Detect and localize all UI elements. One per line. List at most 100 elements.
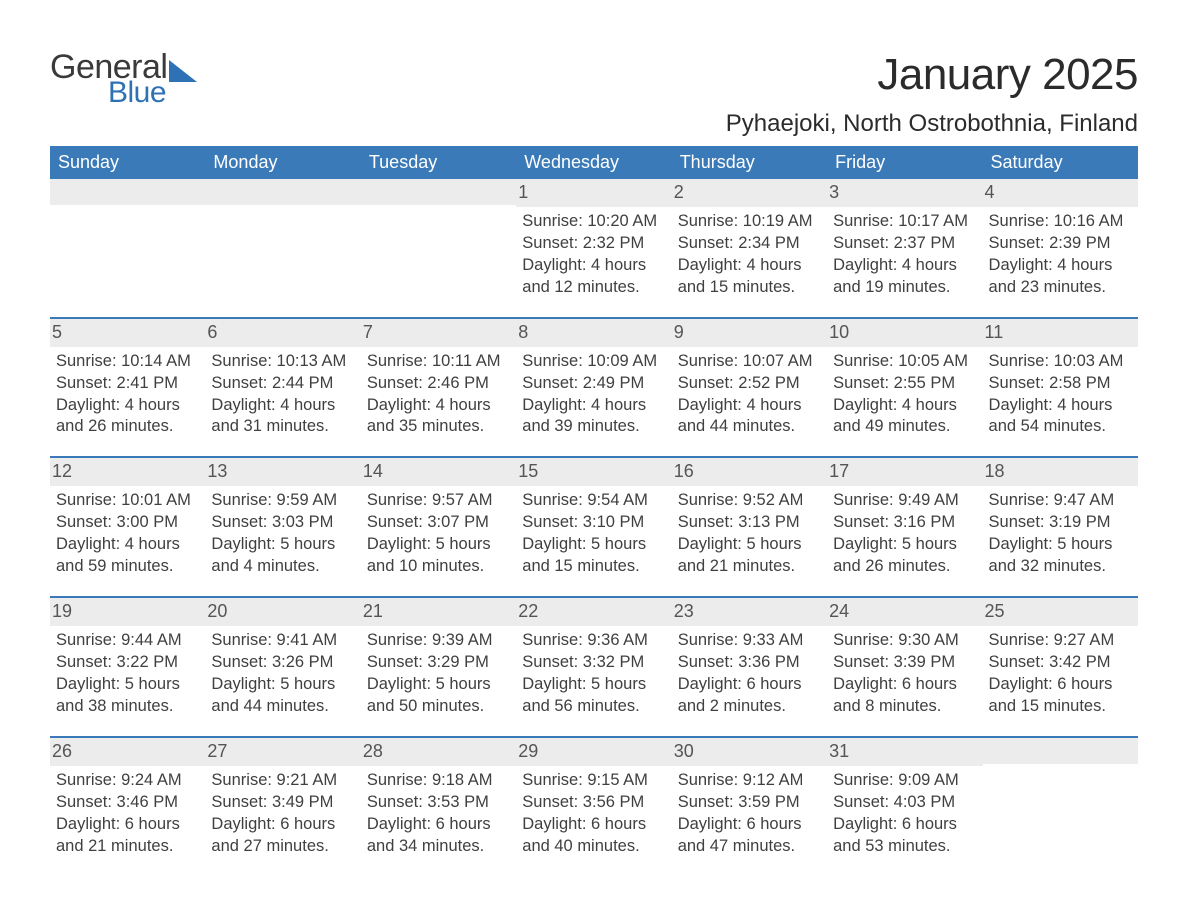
day-sunset: Sunset: 3:07 PM — [367, 512, 510, 534]
day-cell: 10Sunrise: 10:05 AMSunset: 2:55 PMDaylig… — [827, 318, 982, 458]
day-dl2: and 40 minutes. — [522, 836, 665, 858]
day-sunset: Sunset: 3:13 PM — [678, 512, 821, 534]
day-cell: 24Sunrise: 9:30 AMSunset: 3:39 PMDayligh… — [827, 597, 982, 737]
day-cell: 6Sunrise: 10:13 AMSunset: 2:44 PMDayligh… — [205, 318, 360, 458]
calendar-table: Sunday Monday Tuesday Wednesday Thursday… — [50, 146, 1138, 875]
day-number: 11 — [983, 319, 1138, 347]
week-row: 19Sunrise: 9:44 AMSunset: 3:22 PMDayligh… — [50, 597, 1138, 737]
week-row: 12Sunrise: 10:01 AMSunset: 3:00 PMDaylig… — [50, 457, 1138, 597]
day-sunrise: Sunrise: 9:24 AM — [56, 770, 199, 792]
brand-logo: General Blue — [50, 50, 197, 108]
day-number: 23 — [672, 598, 827, 626]
day-cell — [50, 179, 205, 318]
day-number: 12 — [50, 458, 205, 486]
day-header: Tuesday — [361, 146, 516, 179]
day-dl2: and 23 minutes. — [989, 277, 1132, 299]
day-sunset: Sunset: 2:41 PM — [56, 373, 199, 395]
day-dl1: Daylight: 5 hours — [211, 534, 354, 556]
day-dl1: Daylight: 6 hours — [833, 814, 976, 836]
day-dl2: and 44 minutes. — [678, 416, 821, 438]
day-sunrise: Sunrise: 10:11 AM — [367, 351, 510, 373]
day-number: 14 — [361, 458, 516, 486]
day-sunrise: Sunrise: 10:03 AM — [989, 351, 1132, 373]
day-dl2: and 44 minutes. — [211, 696, 354, 718]
day-dl2: and 49 minutes. — [833, 416, 976, 438]
day-sunrise: Sunrise: 9:44 AM — [56, 630, 199, 652]
day-cell: 20Sunrise: 9:41 AMSunset: 3:26 PMDayligh… — [205, 597, 360, 737]
day-dl1: Daylight: 5 hours — [56, 674, 199, 696]
day-dl1: Daylight: 5 hours — [367, 674, 510, 696]
day-sunrise: Sunrise: 9:57 AM — [367, 490, 510, 512]
brand-triangle-icon — [169, 60, 197, 82]
day-dl1: Daylight: 4 hours — [989, 255, 1132, 277]
day-header: Saturday — [983, 146, 1138, 179]
day-sunrise: Sunrise: 9:27 AM — [989, 630, 1132, 652]
day-dl1: Daylight: 5 hours — [678, 534, 821, 556]
day-number: 9 — [672, 319, 827, 347]
day-cell: 13Sunrise: 9:59 AMSunset: 3:03 PMDayligh… — [205, 457, 360, 597]
day-dl1: Daylight: 6 hours — [367, 814, 510, 836]
day-sunrise: Sunrise: 9:47 AM — [989, 490, 1132, 512]
day-number: 1 — [516, 179, 671, 207]
day-header: Sunday — [50, 146, 205, 179]
day-cell: 15Sunrise: 9:54 AMSunset: 3:10 PMDayligh… — [516, 457, 671, 597]
day-dl2: and 2 minutes. — [678, 696, 821, 718]
day-dl2: and 47 minutes. — [678, 836, 821, 858]
day-cell: 9Sunrise: 10:07 AMSunset: 2:52 PMDayligh… — [672, 318, 827, 458]
week-row: 1Sunrise: 10:20 AMSunset: 2:32 PMDayligh… — [50, 179, 1138, 318]
day-cell: 25Sunrise: 9:27 AMSunset: 3:42 PMDayligh… — [983, 597, 1138, 737]
day-sunset: Sunset: 3:56 PM — [522, 792, 665, 814]
day-number: 16 — [672, 458, 827, 486]
day-sunrise: Sunrise: 10:07 AM — [678, 351, 821, 373]
day-dl2: and 12 minutes. — [522, 277, 665, 299]
day-number: 15 — [516, 458, 671, 486]
day-cell: 21Sunrise: 9:39 AMSunset: 3:29 PMDayligh… — [361, 597, 516, 737]
day-number: 7 — [361, 319, 516, 347]
day-dl2: and 32 minutes. — [989, 556, 1132, 578]
day-number: 26 — [50, 738, 205, 766]
day-dl1: Daylight: 6 hours — [989, 674, 1132, 696]
day-number-bar — [50, 179, 205, 205]
day-number: 10 — [827, 319, 982, 347]
brand-word2: Blue — [108, 78, 166, 108]
day-dl2: and 34 minutes. — [367, 836, 510, 858]
day-cell: 14Sunrise: 9:57 AMSunset: 3:07 PMDayligh… — [361, 457, 516, 597]
day-cell: 1Sunrise: 10:20 AMSunset: 2:32 PMDayligh… — [516, 179, 671, 318]
day-cell: 31Sunrise: 9:09 AMSunset: 4:03 PMDayligh… — [827, 737, 982, 876]
day-sunset: Sunset: 3:39 PM — [833, 652, 976, 674]
day-number: 29 — [516, 738, 671, 766]
day-sunrise: Sunrise: 9:12 AM — [678, 770, 821, 792]
day-sunrise: Sunrise: 9:36 AM — [522, 630, 665, 652]
day-cell: 22Sunrise: 9:36 AMSunset: 3:32 PMDayligh… — [516, 597, 671, 737]
day-sunset: Sunset: 2:49 PM — [522, 373, 665, 395]
day-sunrise: Sunrise: 10:05 AM — [833, 351, 976, 373]
day-number: 4 — [983, 179, 1138, 207]
day-dl1: Daylight: 6 hours — [833, 674, 976, 696]
day-number: 31 — [827, 738, 982, 766]
day-dl1: Daylight: 4 hours — [56, 395, 199, 417]
day-cell: 3Sunrise: 10:17 AMSunset: 2:37 PMDayligh… — [827, 179, 982, 318]
day-number-bar — [205, 179, 360, 205]
day-number: 13 — [205, 458, 360, 486]
day-cell: 5Sunrise: 10:14 AMSunset: 2:41 PMDayligh… — [50, 318, 205, 458]
day-sunset: Sunset: 2:46 PM — [367, 373, 510, 395]
day-sunrise: Sunrise: 9:49 AM — [833, 490, 976, 512]
day-dl2: and 56 minutes. — [522, 696, 665, 718]
day-dl2: and 35 minutes. — [367, 416, 510, 438]
day-sunrise: Sunrise: 9:15 AM — [522, 770, 665, 792]
day-sunset: Sunset: 3:53 PM — [367, 792, 510, 814]
day-number: 27 — [205, 738, 360, 766]
day-number: 30 — [672, 738, 827, 766]
day-number: 18 — [983, 458, 1138, 486]
day-number: 6 — [205, 319, 360, 347]
day-dl2: and 10 minutes. — [367, 556, 510, 578]
day-cell — [983, 737, 1138, 876]
day-dl2: and 54 minutes. — [989, 416, 1132, 438]
day-sunrise: Sunrise: 10:14 AM — [56, 351, 199, 373]
day-sunset: Sunset: 3:42 PM — [989, 652, 1132, 674]
day-cell: 4Sunrise: 10:16 AMSunset: 2:39 PMDayligh… — [983, 179, 1138, 318]
day-sunset: Sunset: 3:19 PM — [989, 512, 1132, 534]
day-dl1: Daylight: 5 hours — [522, 534, 665, 556]
day-sunset: Sunset: 3:10 PM — [522, 512, 665, 534]
day-sunrise: Sunrise: 10:20 AM — [522, 211, 665, 233]
